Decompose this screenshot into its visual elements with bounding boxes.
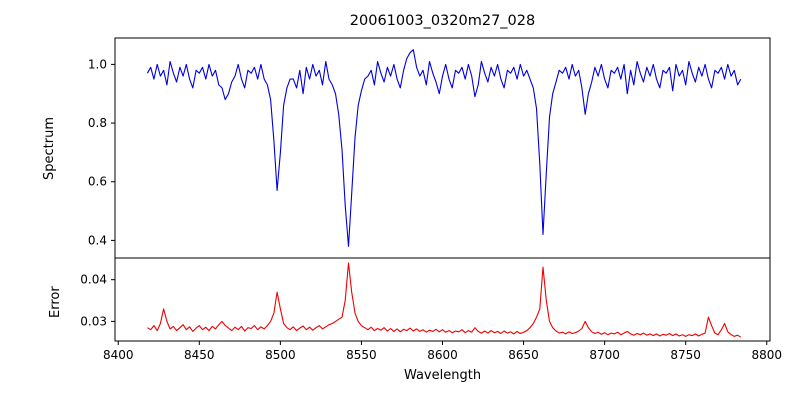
spectrum-y-tick-label: 0.6 [88,175,107,189]
x-tick-label: 8750 [670,348,701,362]
spectrum-axis-label: Spectrum [42,117,57,180]
x-tick-label: 8450 [184,348,215,362]
spectrum-y-tick-label: 1.0 [88,57,107,71]
error-line [147,262,742,338]
x-tick-label: 8500 [265,348,296,362]
spectrum-line [146,49,742,247]
x-tick-label: 8650 [508,348,539,362]
x-tick-label: 8600 [427,348,458,362]
chart-title: 20061003_0320m27_028 [349,13,536,29]
error-panel-frame [114,257,771,342]
x-tick-label: 8700 [589,348,620,362]
x-tick-label: 8800 [751,348,782,362]
error-y-tick-label: 0.04 [80,273,107,287]
x-tick-label: 8550 [346,348,377,362]
spectrum-y-tick-label: 0.8 [88,116,107,130]
spectrum-y-tick-label: 0.4 [88,233,107,247]
spectrum-panel-frame [114,37,771,259]
error-y-tick-label: 0.03 [80,314,107,328]
x-tick-label: 8400 [103,348,134,362]
error-axis-label: Error [48,286,63,318]
wavelength-axis-label: Wavelength [403,368,482,383]
